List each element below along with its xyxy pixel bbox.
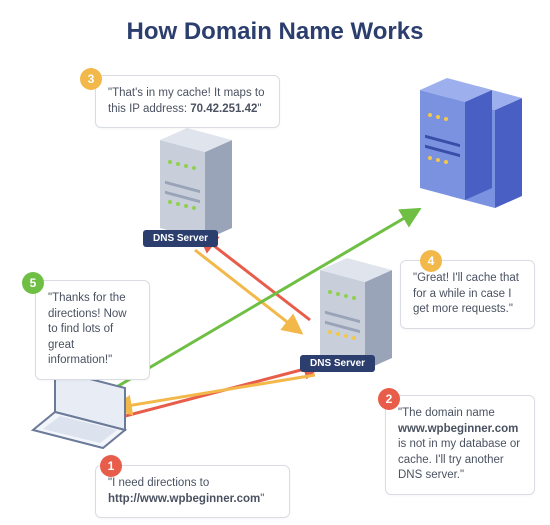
bubble-1-text-a: "I need directions to [108, 477, 209, 489]
bubble-2-text-a: "The domain name [398, 407, 495, 419]
dns-server-1-label: DNS Server [143, 230, 218, 247]
bubble-1-text-b: " [260, 493, 264, 505]
speech-bubble-3: "That's in my cache! It maps to this IP … [95, 75, 280, 128]
bubble-3-text-b: " [257, 103, 261, 115]
step-badge-2: 2 [378, 388, 400, 410]
dns-server-2 [320, 258, 392, 370]
speech-bubble-4: "Great! I'll cache that for a while in c… [400, 260, 535, 329]
arrow-step-3 [195, 250, 300, 332]
dns-server-2-label: DNS Server [300, 355, 375, 372]
step-badge-1: 1 [100, 455, 122, 477]
arrow-step-4 [115, 375, 315, 408]
speech-bubble-5: "Thanks for the directions! Now to find … [35, 280, 150, 380]
bubble-3-ip: 70.42.251.42 [190, 103, 257, 115]
bubble-4-text: "Great! I'll cache that for a while in c… [413, 272, 519, 315]
step-badge-4: 4 [420, 250, 442, 272]
page-title: How Domain Name Works [0, 0, 550, 46]
host-servers [420, 78, 522, 208]
bubble-5-text: "Thanks for the directions! Now to find … [48, 292, 127, 366]
step-badge-3: 3 [80, 68, 102, 90]
bubble-1-domain: http://www.wpbeginner.com [108, 493, 260, 505]
bubble-2-text-b: is not in my database or cache. I'll try… [398, 438, 520, 481]
laptop-icon [33, 370, 125, 448]
step-badge-5: 5 [22, 272, 44, 294]
speech-bubble-2: "The domain name www.wpbeginner.com is n… [385, 395, 535, 495]
bubble-2-domain: www.wpbeginner.com [398, 423, 518, 435]
dns-server-1 [160, 128, 232, 240]
speech-bubble-1: "I need directions to http://www.wpbegin… [95, 465, 290, 518]
arrow-step-2 [200, 235, 310, 320]
